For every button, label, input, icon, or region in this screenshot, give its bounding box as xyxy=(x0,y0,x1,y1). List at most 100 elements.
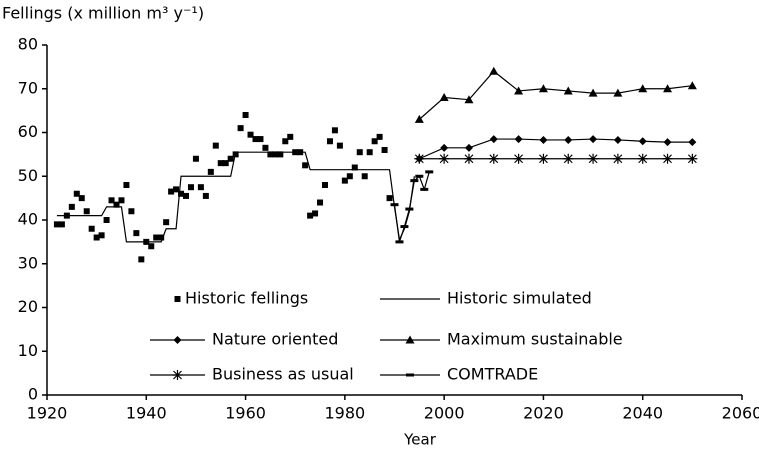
marker xyxy=(212,142,219,149)
marker xyxy=(489,135,498,144)
marker xyxy=(463,153,474,164)
y-tick-label: 80 xyxy=(18,35,38,54)
marker xyxy=(262,144,269,151)
y-tick-label: 30 xyxy=(18,253,38,272)
marker xyxy=(612,153,623,164)
marker xyxy=(376,133,383,140)
series-line xyxy=(56,151,415,243)
marker xyxy=(414,153,425,164)
marker xyxy=(123,182,130,188)
x-tick-label: 1960 xyxy=(225,404,266,423)
marker xyxy=(395,240,404,244)
marker xyxy=(638,137,647,146)
marker xyxy=(207,168,214,175)
y-tick-label: 60 xyxy=(18,122,38,141)
marker xyxy=(312,210,319,217)
marker xyxy=(381,147,388,153)
marker xyxy=(58,221,65,228)
marker xyxy=(688,138,697,147)
marker xyxy=(287,133,294,140)
marker xyxy=(128,208,135,215)
marker xyxy=(662,153,673,164)
marker xyxy=(108,197,115,204)
marker xyxy=(118,197,125,204)
y-tick-label: 50 xyxy=(18,166,38,185)
series-line xyxy=(393,171,430,243)
marker xyxy=(390,203,399,207)
marker xyxy=(440,143,449,152)
marker xyxy=(257,136,264,143)
y-tick-label: 10 xyxy=(18,341,38,360)
marker xyxy=(103,217,110,223)
marker xyxy=(371,138,378,145)
marker xyxy=(489,66,499,75)
marker xyxy=(88,225,95,232)
marker xyxy=(272,151,279,158)
marker xyxy=(173,186,180,193)
legend-label: Nature oriented xyxy=(212,330,338,349)
marker xyxy=(361,173,368,180)
marker xyxy=(237,125,244,132)
series-line xyxy=(418,70,693,120)
x-tick-label: 2040 xyxy=(622,404,663,423)
marker xyxy=(638,84,648,93)
marker xyxy=(326,138,333,145)
marker xyxy=(538,84,548,93)
marker xyxy=(302,162,309,169)
legend-marker xyxy=(172,370,183,380)
marker xyxy=(336,142,343,149)
marker xyxy=(113,201,120,208)
marker xyxy=(192,155,199,162)
marker xyxy=(247,131,254,138)
marker xyxy=(420,187,429,191)
marker xyxy=(464,95,474,104)
legend-label: Maximum sustainable xyxy=(447,330,623,349)
marker xyxy=(513,153,524,164)
marker xyxy=(351,164,358,171)
marker xyxy=(183,192,189,199)
marker xyxy=(687,153,698,164)
marker xyxy=(331,127,338,134)
x-axis-label: Year xyxy=(403,431,437,449)
marker xyxy=(133,230,140,237)
marker xyxy=(563,153,574,164)
marker xyxy=(138,256,145,263)
legend-label: COMTRADE xyxy=(447,365,538,384)
marker xyxy=(282,138,289,145)
y-tick-label: 40 xyxy=(18,210,38,229)
marker xyxy=(53,221,60,228)
marker xyxy=(98,232,105,239)
legend-marker xyxy=(173,336,182,344)
marker xyxy=(158,234,165,241)
series-line xyxy=(419,138,693,160)
marker xyxy=(400,225,409,229)
marker xyxy=(405,207,414,211)
x-tick-label: 2060 xyxy=(722,404,759,423)
marker xyxy=(613,135,622,144)
marker xyxy=(439,93,449,101)
y-tick-label: 20 xyxy=(18,297,38,316)
marker xyxy=(563,86,573,95)
legend-marker xyxy=(405,335,415,344)
marker xyxy=(589,135,598,144)
marker xyxy=(588,88,598,97)
marker xyxy=(187,184,194,191)
x-tick-label: 1940 xyxy=(126,404,167,423)
marker xyxy=(663,138,672,147)
legend-label: Historic fellings xyxy=(185,289,308,308)
marker xyxy=(464,143,473,152)
chart-title: Fellings (x million m³ y⁻¹) xyxy=(2,4,204,23)
marker xyxy=(222,160,229,167)
legend-marker xyxy=(406,373,414,377)
marker xyxy=(488,153,499,164)
marker xyxy=(78,195,85,202)
marker xyxy=(366,149,373,156)
marker xyxy=(439,153,450,164)
x-tick-label: 2020 xyxy=(523,404,564,423)
marker xyxy=(307,212,314,219)
marker xyxy=(322,182,328,188)
marker xyxy=(148,243,155,250)
marker xyxy=(539,135,548,144)
marker xyxy=(217,160,224,167)
x-tick-label: 2000 xyxy=(424,404,465,423)
